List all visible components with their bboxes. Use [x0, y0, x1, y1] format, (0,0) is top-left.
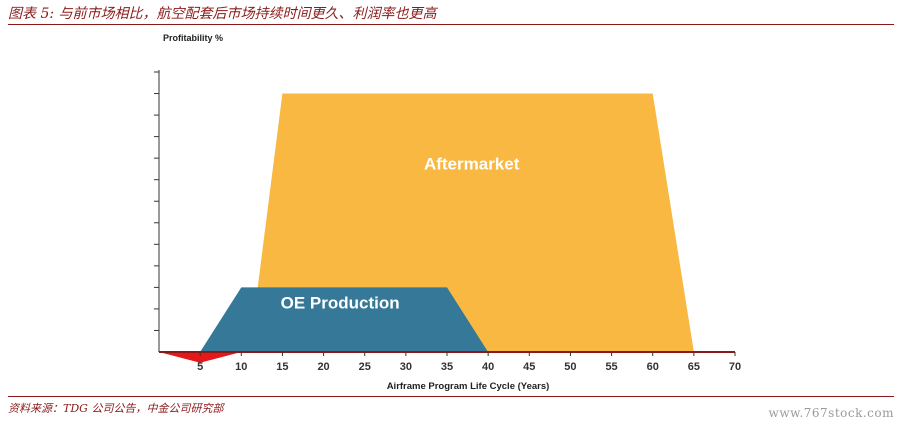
series-label-aftermarket: Aftermarket	[424, 155, 520, 174]
x-tick-label: 30	[400, 361, 412, 373]
x-tick-label: 55	[605, 361, 617, 373]
label-layer: Aftermarket OE Production 5 10 15 20 25 30 35 40 4…	[163, 33, 741, 392]
x-tick-label: 40	[482, 361, 494, 373]
figure-title: 图表 5: 与前市场相比，航空配套后市场持续时间更久、利润率也更高	[8, 6, 437, 22]
x-tick-label: 45	[523, 361, 535, 373]
x-tick-label: 65	[688, 361, 700, 373]
x-tick-label: 70	[729, 361, 741, 373]
x-tick-label: 50	[564, 361, 576, 373]
series-label-oe-production: OE Production	[281, 293, 400, 312]
x-tick-label: 20	[317, 361, 329, 373]
x-tick-label: 35	[441, 361, 453, 373]
source-note: 资料来源：TDG 公司公告，中金公司研究部	[8, 402, 224, 415]
source-rule	[8, 396, 894, 397]
axis-layer	[154, 70, 736, 356]
x-axis-title: Airframe Program Life Cycle (Years)	[387, 381, 550, 392]
series-area-aftermarket	[249, 93, 694, 352]
x-tick-label: 60	[647, 361, 659, 373]
title-rule	[8, 24, 894, 25]
series-area-oe-production	[200, 287, 489, 352]
x-tick-label: 25	[359, 361, 371, 373]
watermark: www.767stock.com	[768, 406, 894, 420]
x-tick-label: 5	[197, 361, 203, 373]
series-area-initial-investment	[159, 352, 242, 363]
x-tick-label: 15	[276, 361, 288, 373]
series-layer	[159, 93, 694, 363]
y-axis-title: Profitability %	[163, 33, 223, 43]
x-tick-label: 10	[235, 361, 247, 373]
